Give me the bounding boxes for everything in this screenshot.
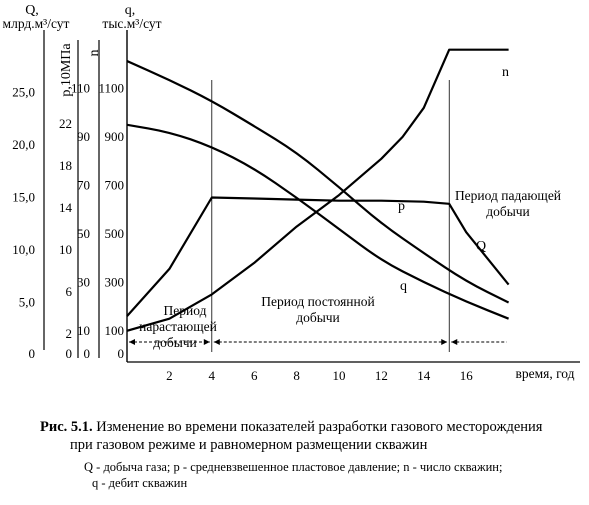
y-tick-label-p: 0 (66, 346, 73, 361)
period-arrow-head-left (451, 339, 458, 345)
x-tick-label: 16 (460, 368, 474, 383)
x-tick-label: 6 (251, 368, 258, 383)
period-label-rising-3: добычи (153, 335, 197, 350)
y-tick-label-p: 6 (66, 284, 73, 299)
axes-group: 05,010,015,020,025,002610141822010305070… (3, 3, 580, 383)
caption-title: Изменение во времени показателей разрабо… (96, 419, 543, 435)
period-arrow-head-left (213, 339, 220, 345)
period-arrow-head-right (203, 339, 210, 345)
curve-label-p: p (398, 199, 405, 214)
y-tick-label-n: 50 (77, 226, 90, 241)
period-label-constant-1: Период постоянной (261, 294, 374, 309)
y-tick-label-Q: 25,0 (12, 85, 35, 100)
y-tick-label-q: 900 (105, 129, 125, 144)
period-label-falling-1: Период падающей (455, 188, 561, 203)
y-tick-label-q: 1100 (98, 80, 124, 95)
y-tick-label-Q: 0 (29, 346, 36, 361)
axis-units-Q: млрд.м³/сут (3, 16, 70, 31)
x-tick-label: 2 (166, 368, 173, 383)
axis-title-p: р,10МПа (59, 43, 74, 97)
figure-number: Рис. 5.1. (40, 419, 93, 435)
period-label-rising-1: Период (164, 303, 207, 318)
y-tick-label-p: 10 (59, 242, 72, 257)
caption-title-line1: Рис. 5.1. Изменение во времени показател… (40, 418, 589, 436)
x-axis-title: время, год (515, 366, 574, 381)
x-tick-label: 14 (417, 368, 431, 383)
y-tick-label-q: 100 (105, 323, 125, 338)
period-arrow-head-right (441, 339, 448, 345)
period-boundaries (129, 80, 507, 352)
y-tick-label-n: 0 (84, 346, 91, 361)
curve-n (126, 48, 509, 332)
y-tick-label-Q: 15,0 (12, 190, 35, 205)
y-tick-label-q: 300 (105, 274, 125, 289)
curve-p (126, 59, 510, 304)
caption-legend-line1: Q - добыча газа; р - средневзвешенное пл… (84, 460, 503, 474)
curves-group (125, 48, 510, 332)
y-tick-label-q: 700 (105, 177, 125, 192)
curve-label-q: q (400, 279, 407, 294)
axis-title-n: n (87, 50, 102, 57)
period-arrow-head-left (129, 339, 135, 345)
y-tick-label-p: 18 (59, 158, 72, 173)
y-tick-label-n: 110 (71, 80, 90, 95)
y-tick-label-n: 90 (77, 129, 90, 144)
y-tick-label-n: 70 (77, 177, 90, 192)
axis-title-Q: Q, (25, 3, 39, 18)
x-tick-label: 10 (333, 368, 346, 383)
axis-title-q: q, (125, 3, 136, 18)
period-label-rising-2: нарастающей (139, 319, 217, 334)
curve-label-Q: Q (476, 239, 486, 254)
caption-legend-line2: q - дебит скважин (92, 476, 188, 490)
y-tick-label-Q: 10,0 (12, 242, 35, 257)
period-label-constant-2: добычи (296, 310, 340, 325)
x-tick-label: 12 (375, 368, 388, 383)
caption-title-line2: при газовом режиме и равномерном размеще… (70, 437, 428, 453)
y-tick-label-p: 22 (59, 116, 72, 131)
y-tick-label-n: 10 (77, 323, 90, 338)
axis-units-q: тыс.м³/сут (102, 16, 161, 31)
x-tick-label: 4 (209, 368, 216, 383)
x-tick-label: 8 (293, 368, 300, 383)
y-tick-label-Q: 5,0 (19, 295, 35, 310)
y-tick-label-p: 14 (59, 200, 73, 215)
period-label-falling-2: добычи (486, 204, 530, 219)
y-tick-label-p: 2 (66, 326, 73, 341)
curve-Q (126, 196, 510, 317)
curve-label-n: n (502, 65, 509, 80)
y-tick-label-q: 0 (118, 346, 125, 361)
y-tick-label-n: 30 (77, 274, 90, 289)
curve-q (125, 123, 510, 320)
y-tick-label-Q: 20,0 (12, 137, 35, 152)
y-tick-label-q: 500 (105, 226, 125, 241)
